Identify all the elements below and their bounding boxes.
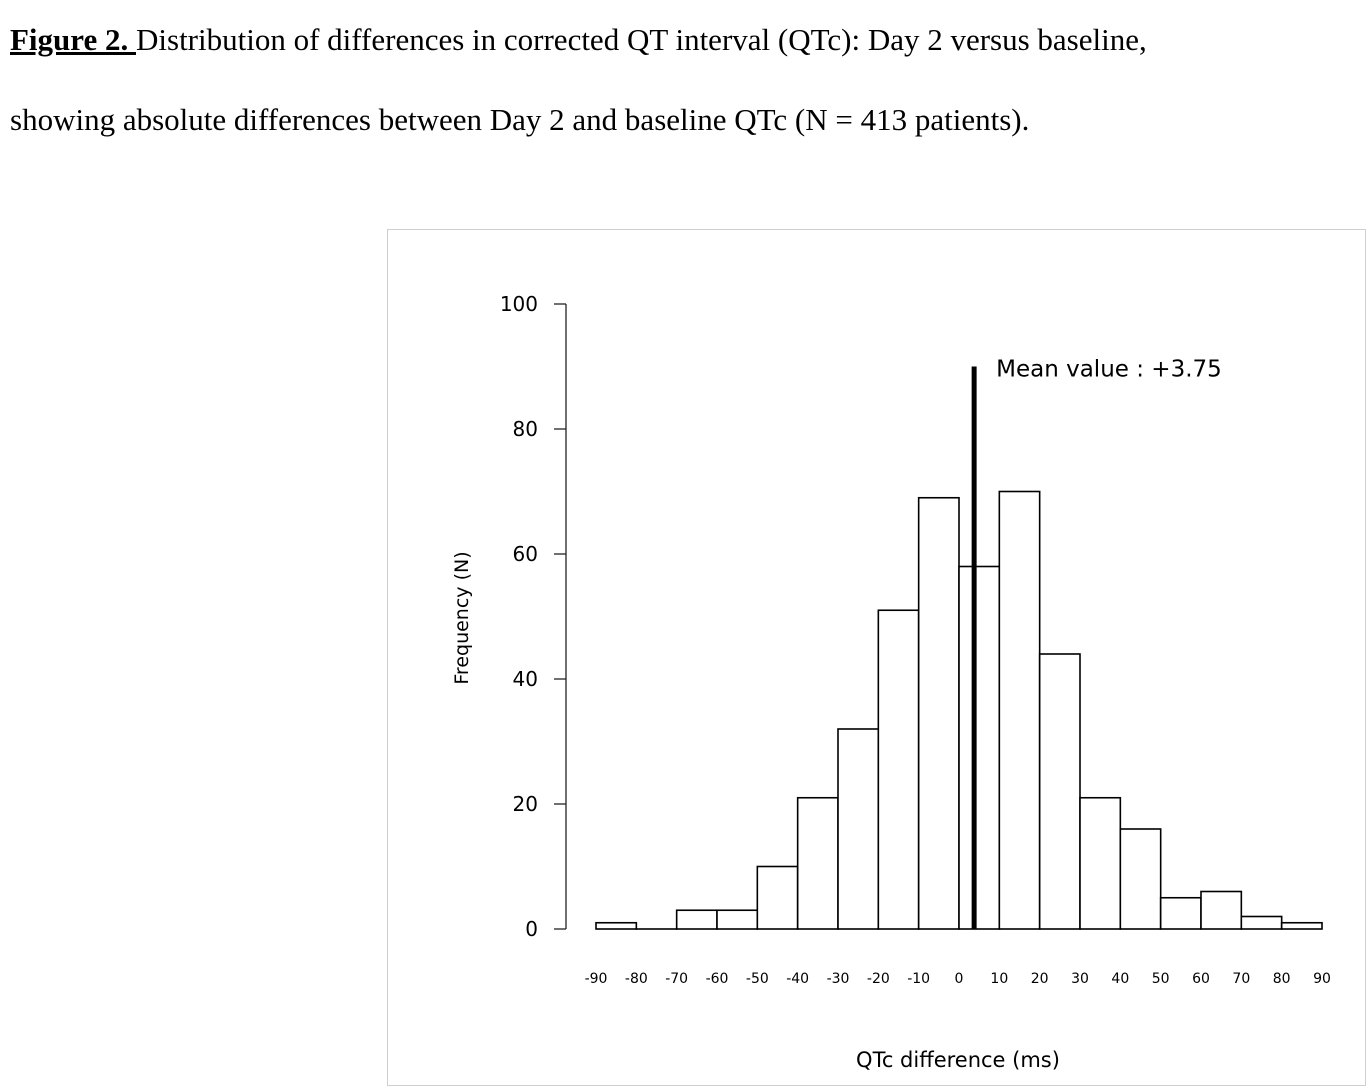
caption-line-2: showing absolute differences between Day… [10, 102, 1030, 137]
x-axis-ticks: -90 -80 -70 -60 -50 -40 -30 -20 -10 0 10 20 30 40 50 60… [585, 971, 1331, 987]
histogram-bars [595, 490, 1323, 930]
figure-caption: Figure 2. Distribution of differences in… [10, 0, 1360, 160]
histogram-bar-7 [877, 609, 920, 930]
x-tick-label-70: 70 [1232, 971, 1250, 987]
histogram-bar-4 [756, 865, 799, 930]
histogram-bar-17 [1280, 921, 1323, 930]
x-tick-label-20: 20 [1031, 971, 1049, 987]
x-tick-label-90: 90 [1313, 971, 1331, 987]
y-tick-label-80: 80 [513, 417, 538, 441]
x-tick-label-30: 30 [1071, 971, 1089, 987]
x-tick-label--10: -10 [907, 971, 930, 987]
x-tick-label-40: 40 [1111, 971, 1129, 987]
chart-panel: 0 20 40 60 80 100 -90 -80 -70 -60 -50 -40 -30 -20 -10… [387, 229, 1366, 1086]
x-tick-label-60: 60 [1192, 971, 1210, 987]
histogram-bar-15 [1200, 890, 1243, 930]
x-tick-label--90: -90 [585, 971, 608, 987]
histogram-bar-13 [1119, 828, 1162, 930]
x-tick-label-0: 0 [955, 971, 964, 987]
mean-value-label: Mean value : +3.75 [996, 357, 1222, 383]
x-tick-label-10: 10 [990, 971, 1008, 987]
mean-marker: Mean value : +3.75 [971, 357, 1222, 929]
x-tick-label-50: 50 [1152, 971, 1170, 987]
histogram-bar-11 [1038, 653, 1081, 930]
caption-label: Figure 2. [10, 22, 136, 57]
x-tick-label--70: -70 [665, 971, 688, 987]
x-tick-label--30: -30 [827, 971, 850, 987]
y-axis-label: Frequency (N) [451, 551, 473, 684]
caption-line-1: Figure 2. Distribution of differences in… [10, 0, 1360, 80]
y-tick-label-60: 60 [513, 542, 538, 566]
histogram-bar-10 [998, 490, 1041, 930]
y-tick-label-20: 20 [513, 792, 538, 816]
x-tick-label--60: -60 [706, 971, 729, 987]
y-tick-label-0: 0 [525, 917, 538, 941]
histogram-bar-9 [958, 565, 1001, 930]
y-tick-label-40: 40 [513, 667, 538, 691]
y-tick-label-100: 100 [500, 292, 538, 316]
histogram-bar-16 [1240, 915, 1283, 930]
x-tick-label--40: -40 [786, 971, 809, 987]
histogram-bar-12 [1079, 796, 1122, 930]
caption-text-1: Distribution of differences in corrected… [136, 22, 1147, 57]
histogram-bar-5 [796, 796, 839, 930]
histogram-bar-2 [675, 909, 718, 930]
histogram-bar-8 [917, 496, 960, 930]
x-tick-label--80: -80 [625, 971, 648, 987]
x-axis-label: QTc difference (ms) [856, 1048, 1060, 1072]
x-tick-label--50: -50 [746, 971, 769, 987]
histogram-bar-0 [595, 921, 638, 930]
y-axis: 0 20 40 60 80 100 [500, 292, 567, 941]
histogram-bar-3 [716, 909, 759, 930]
x-tick-label-80: 80 [1273, 971, 1291, 987]
x-tick-label--20: -20 [867, 971, 890, 987]
histogram-bar-6 [837, 728, 880, 930]
histogram-bar-14 [1159, 896, 1202, 930]
